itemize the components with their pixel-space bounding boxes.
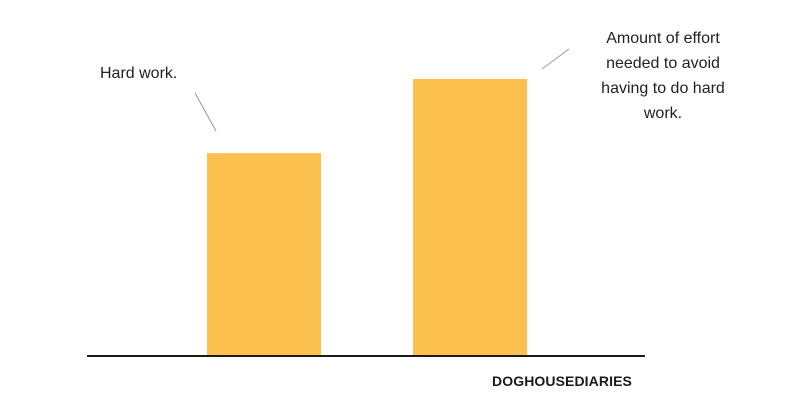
annotation-leader-line-avoid-effort [541,48,570,70]
credit-label: DOGHOUSEDIARIES [492,373,632,389]
annotation-hard-work: Hard work. [100,65,178,82]
annotation-leader-line-hard-work [194,92,217,132]
bars-group [207,78,527,356]
annotation-avoid-effort: Amount of effort needed to avoid having … [601,30,725,122]
bar-2 [413,78,527,356]
bar-1 [207,153,321,355]
